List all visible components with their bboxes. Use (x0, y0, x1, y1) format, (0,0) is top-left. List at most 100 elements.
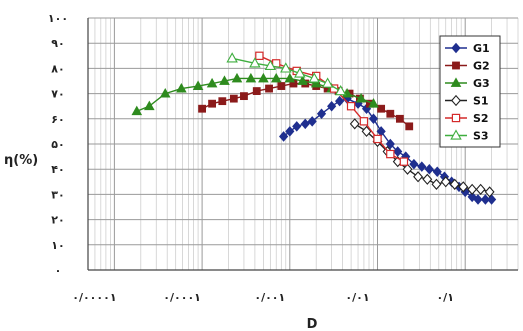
y-tick-label: ۹۰ (51, 37, 64, 50)
point-g1 (307, 116, 317, 127)
point-g3 (258, 72, 269, 83)
point-g1 (480, 194, 491, 205)
y-tick-label: ۸۰ (51, 62, 64, 75)
point-g1 (409, 158, 419, 170)
point-g3 (310, 77, 322, 88)
point-s3 (280, 62, 292, 73)
x-axis-label: D (307, 317, 318, 331)
legend-label-g2: G2 (473, 60, 490, 73)
point-s1 (431, 178, 442, 190)
point-g3 (231, 72, 243, 83)
y-tick-label: ۴۰ (51, 163, 64, 176)
point-g3 (131, 105, 143, 116)
point-g3 (159, 87, 171, 98)
x-tick-labels: ۰/۰۰۰۰۱ ۰/۰۰۰۱ ۰/۰۰۱ ۰/۰۱ ۰/۱ (72, 291, 454, 304)
legend-label-s3: S3 (473, 130, 489, 143)
point-g3 (368, 98, 379, 108)
legend-item-s1: S1 (445, 95, 489, 108)
point-g2 (218, 97, 227, 106)
point-s1 (475, 183, 486, 195)
point-s1 (467, 183, 478, 195)
point-s1 (458, 181, 469, 193)
axes (87, 18, 518, 271)
point-g3 (284, 72, 296, 83)
point-g3 (192, 80, 204, 90)
point-g1 (432, 166, 442, 177)
point-s2 (359, 117, 369, 126)
point-g1 (327, 100, 337, 112)
point-g1 (368, 113, 379, 125)
point-g2 (405, 122, 414, 131)
point-g3 (245, 72, 257, 83)
point-s1 (402, 163, 413, 175)
point-s3 (334, 84, 347, 96)
point-s2 (346, 101, 356, 111)
series-g1 (279, 93, 497, 205)
y-tick-label: ۳۰ (51, 188, 64, 201)
point-s1 (413, 171, 423, 183)
point-g3 (206, 77, 218, 88)
legend-item-s2: S2 (445, 112, 489, 125)
point-g1 (279, 131, 289, 142)
legend-marker-s1 (451, 94, 461, 107)
point-g2 (386, 109, 395, 118)
point-g1 (292, 121, 302, 132)
point-g2 (395, 114, 404, 123)
point-g2 (240, 92, 248, 101)
point-s1 (361, 125, 372, 138)
y-tick-label: ۶۰ (51, 113, 64, 126)
point-g2 (277, 82, 286, 90)
point-g3 (355, 93, 367, 103)
legend-label-s1: S1 (473, 95, 489, 108)
y-tick-label: ۲۰ (51, 214, 64, 227)
point-g2 (208, 99, 216, 108)
series-s1 (349, 118, 495, 198)
point-s3 (249, 57, 261, 68)
legend-box (439, 35, 501, 148)
x-tick-label: ۰/۰۰۰۰۱ (72, 291, 116, 304)
y-tick-label: ۱۰ (51, 239, 64, 252)
point-g1 (316, 108, 327, 120)
point-s1 (440, 176, 451, 188)
point-g1 (424, 163, 434, 175)
x-tick-label: ۰/۰۰۰۱ (163, 291, 201, 304)
point-s1 (484, 186, 495, 198)
legend-marker-g3 (450, 77, 462, 87)
x-tick-label: ۰/۰۱ (345, 291, 369, 304)
point-g3 (270, 72, 282, 83)
legend-item-g3: G3 (445, 77, 490, 90)
y-axis-label: η(%) (4, 153, 38, 168)
legend-label-g3: G3 (473, 77, 490, 90)
point-g3 (143, 100, 155, 111)
point-s2 (255, 51, 264, 61)
point-g2 (198, 104, 207, 113)
legend-item-g2: G2 (445, 60, 490, 73)
legend-marker-s2 (451, 113, 461, 123)
legend-marker-s3 (450, 129, 462, 140)
grid (88, 17, 519, 271)
point-s1 (349, 118, 360, 130)
point-s3 (226, 52, 238, 63)
point-g1 (417, 161, 427, 172)
point-s1 (449, 178, 460, 190)
legend-label-g1: G1 (473, 42, 490, 55)
point-s3 (321, 77, 334, 88)
x-tick-label: ۰/۱ (436, 291, 453, 304)
legend-marker-g2 (452, 61, 460, 70)
point-s3 (264, 59, 277, 71)
y-tick-label: ۰ (55, 264, 62, 277)
point-g1 (385, 138, 395, 150)
x-tick-label: ۰/۰۰۱ (254, 291, 285, 304)
point-g1 (300, 118, 310, 130)
point-s2 (399, 157, 409, 166)
point-s3 (294, 67, 306, 78)
point-s2 (386, 149, 395, 159)
point-s3 (308, 72, 320, 83)
point-g1 (285, 126, 295, 137)
point-g2 (252, 87, 261, 95)
point-s1 (422, 173, 433, 185)
series-s2 (255, 51, 409, 166)
y-tick-label: ۵۰ (51, 138, 64, 151)
y-tick-labels: ۰ ۱۰ ۲۰ ۳۰ ۴۰ ۵۰ ۶۰ ۷۰ ۸۰ ۹۰ ۱۰۰ (48, 12, 68, 277)
